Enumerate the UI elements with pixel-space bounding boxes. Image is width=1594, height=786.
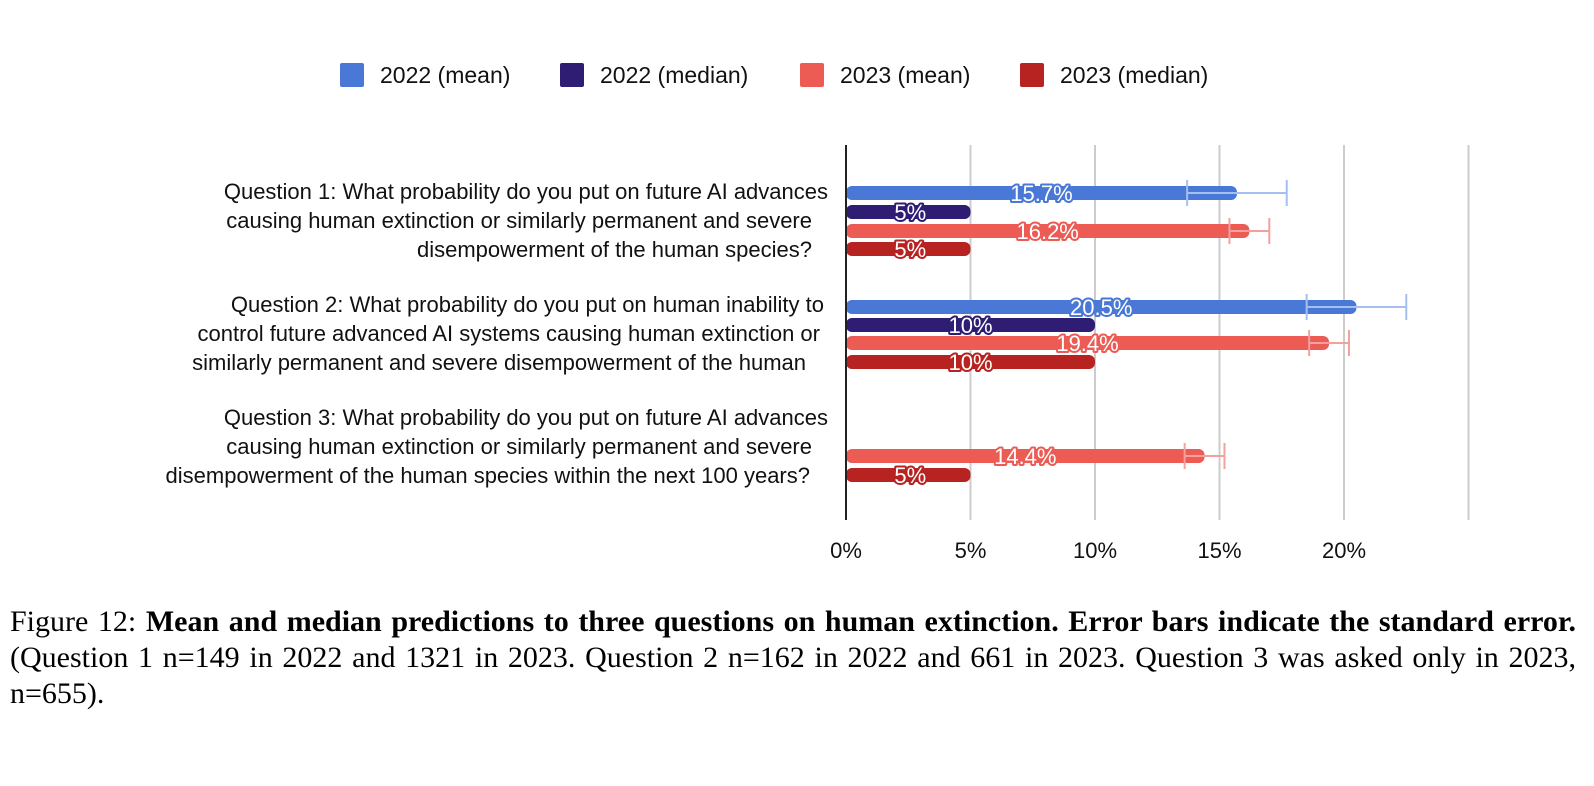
bar <box>846 468 971 482</box>
data-label: 5% <box>894 237 926 262</box>
caption-bold: Mean and median predictions to three que… <box>145 605 1576 638</box>
bar <box>846 242 971 256</box>
category-label: control future advanced AI systems causi… <box>198 321 820 346</box>
x-tick-label: 0% <box>830 538 862 563</box>
data-label: 19.4% <box>1056 331 1118 356</box>
data-label: 10% <box>948 313 992 338</box>
bar <box>846 318 1095 332</box>
category-label: Question 3: What probability do you put … <box>224 405 828 430</box>
x-tick-label: 20% <box>1322 538 1366 563</box>
caption-rest: (Question 1 n=149 in 2022 and 1321 in 20… <box>10 641 1576 710</box>
bar <box>846 205 971 219</box>
caption-prefix: Figure 12: <box>10 605 146 638</box>
category-label: disempowerment of the human species with… <box>166 463 810 488</box>
bar <box>846 186 1237 200</box>
category-label: causing human extinction or similarly pe… <box>226 208 812 233</box>
x-tick-label: 10% <box>1073 538 1117 563</box>
data-label: 14.4% <box>994 444 1056 469</box>
x-tick-label: 5% <box>955 538 987 563</box>
legend-swatch <box>800 63 824 87</box>
data-label: 15.7% <box>1010 181 1072 206</box>
data-label: 16.2% <box>1016 219 1078 244</box>
category-label: Question 1: What probability do you put … <box>224 179 828 204</box>
bar-chart: 2022 (mean) 2022 (median) 2023 (mean) 2023 … <box>166 62 1470 563</box>
figure-caption: Figure 12: Mean and median predictions t… <box>10 604 1576 712</box>
category-label: similarly permanent and severe disempowe… <box>192 350 806 375</box>
legend-label: 2023 (mean) <box>840 62 970 88</box>
data-label: 5% <box>894 463 926 488</box>
bar <box>846 300 1357 314</box>
x-tick-label: 15% <box>1197 538 1241 563</box>
bar <box>846 449 1205 463</box>
bar <box>846 336 1330 350</box>
data-label: 5% <box>894 200 926 225</box>
legend-label: 2022 (mean) <box>380 62 510 88</box>
data-label: 10% <box>948 350 992 375</box>
legend-swatch <box>1020 63 1044 87</box>
legend-label: 2023 (median) <box>1060 62 1208 88</box>
category-label: disempowerment of the human species? <box>417 237 812 262</box>
legend-swatch <box>560 63 584 87</box>
data-label: 20.5% <box>1070 295 1132 320</box>
legend-swatch <box>340 63 364 87</box>
legend-label: 2022 (median) <box>600 62 748 88</box>
bar <box>846 355 1095 369</box>
category-label: Question 2: What probability do you put … <box>231 292 824 317</box>
bar <box>846 224 1250 238</box>
category-label: causing human extinction or similarly pe… <box>226 434 812 459</box>
